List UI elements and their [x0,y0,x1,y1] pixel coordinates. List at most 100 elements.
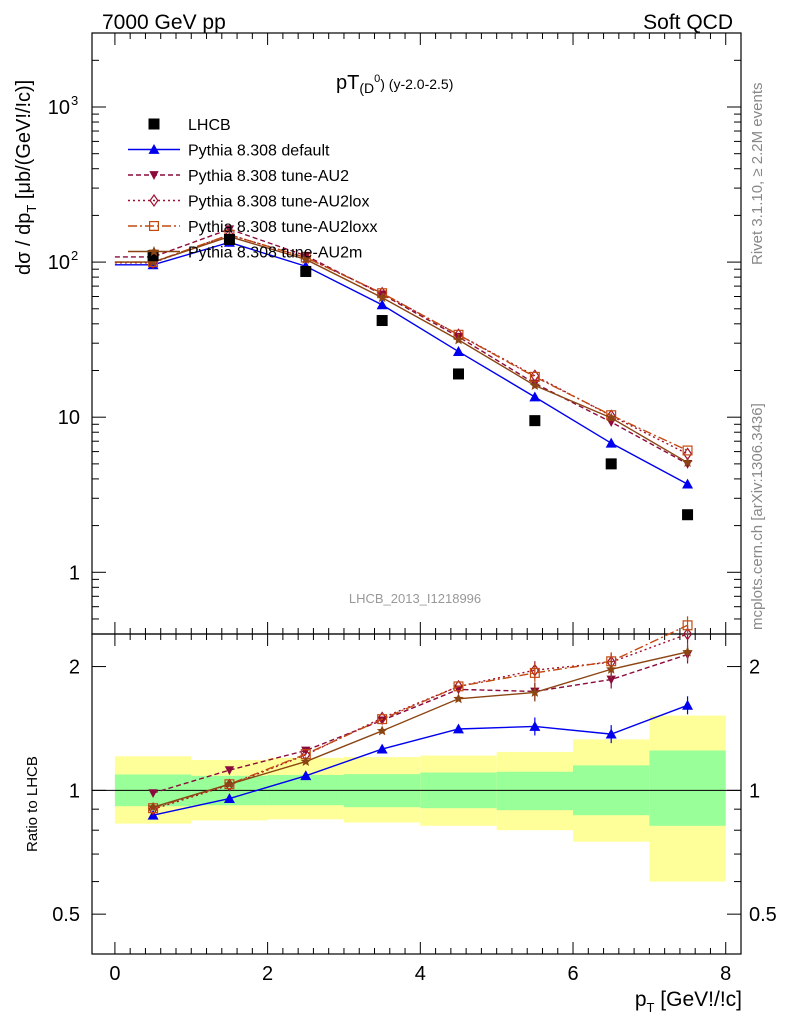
main-plot-series [114,225,694,521]
ratio-y-tick-label-left: 0.5 [52,904,80,926]
ratio-plot-series [147,616,694,820]
ratio-point-au2m [682,646,693,657]
ratio-point-au2 [224,766,235,776]
legend-marker-au2lox [149,193,159,208]
ratio-point-au2 [301,746,311,756]
point-au2m [453,334,464,345]
ratio-point-au2m [605,663,617,674]
point-au2m [300,253,312,264]
legend: LHCB Pythia 8.308 default Pythia 8.308 tun… [128,117,377,262]
legend-label-au2: Pythia 8.308 tune-AU2 [188,168,349,185]
plot-title: pT(D0) (y-2.0-2.5) [336,72,453,96]
plot-title-range: (y-2.0-2.5) [385,76,453,92]
legend-label-lhcb: LHCB [188,117,231,134]
main-y-label-sub: T [24,205,39,213]
x-axis-label: pT [GeV!/!c] [635,988,742,1015]
main-y-label-text: dσ / dp [13,213,35,275]
series-line-au2 [114,228,688,465]
ratio-point-au2m [300,756,312,767]
plot-title-close: ) [380,76,385,92]
ratio-point-au2m [529,686,541,697]
ratio-point-default [223,793,235,803]
main-y-tick-exponent: 3 [71,93,78,108]
plot-title-sup: 0 [374,73,380,85]
plot-title-main: pT [336,72,359,94]
ratio-point-au2lox [453,679,464,693]
point-au2m [376,292,388,303]
main-y-tick-label: 1 [69,562,80,584]
series-line-au2loxx [114,234,688,452]
point-lhcb [605,458,617,470]
point-lhcb [682,509,694,521]
series-line-default [114,241,688,485]
ratio-point-default [452,723,464,734]
point-lhcb [376,315,388,327]
point-au2m [682,457,693,467]
legend-label-au2loxx: Pythia 8.308 tune-AU2loxx [188,219,377,236]
main-y-axis-label: dσ / dpT [μb/(GeV!/!c)] [13,80,39,275]
ratio-line-default [152,704,688,816]
ratio-y-tick-label-right: 2 [749,657,760,679]
ratio-plot-frame [91,633,742,955]
main-y-tick-exponent: 2 [71,248,78,263]
ratio-point-default [300,770,312,781]
legend-label-au2lox: Pythia 8.308 tune-AU2lox [188,194,369,211]
main-y-tick-label: 10 [48,97,70,119]
point-au2m [605,412,617,423]
x-label-text: p [635,988,647,1011]
point-lhcb [452,368,464,380]
ratio-band-inner [496,771,574,811]
point-lhcb [300,265,312,277]
ratio-y-tick-label-left: 2 [69,657,80,679]
ratio-point-au2 [606,675,616,685]
main-y-tick-label: 10 [48,252,70,274]
ratio-point-au2m [376,725,388,736]
ratio-point-au2m [147,801,159,812]
ratio-point-au2loxx [529,667,540,678]
legend-marker-au2m [148,246,160,256]
x-tick-label: 2 [262,963,273,985]
source-label: mcplots.cern.ch [arXiv:1306.3436] [749,403,766,630]
ratio-point-au2loxx [453,681,464,692]
point-default [605,437,617,448]
x-tick-label: 8 [720,963,731,985]
ratio-point-au2m [224,778,235,789]
ratio-y-tick-label-right: 0.5 [749,904,777,926]
ratio-line-au2loxx [152,624,688,809]
ratio-y-tick-label-left: 1 [69,780,80,802]
main-y-label-unit: [μb/(GeV!/!c)] [13,80,35,205]
x-tick-label: 4 [415,963,426,985]
point-au2m [529,380,541,390]
point-default [529,391,541,402]
plot-title-sub: (D [359,80,374,96]
ratio-point-default [376,743,388,754]
point-default [376,299,388,310]
point-au2loxx [682,445,693,456]
ratio-point-au2 [377,716,387,726]
ratio-point-au2lox [682,627,693,641]
ratio-line-au2 [152,653,688,794]
ratio-y-tick-label-right: 1 [749,780,760,802]
point-default [682,478,694,489]
legend-marker-lhcb [148,118,160,130]
point-au2lox [301,250,311,265]
point-lhcb [223,233,235,245]
ratio-point-au2loxx [682,620,693,631]
header-process-label: Soft QCD [643,11,733,34]
ratio-line-au2m [152,651,688,808]
main-y-tick-label: 10 [58,407,80,429]
x-tick-label: 6 [567,963,578,985]
ratio-point-au2 [148,789,158,799]
ratio-band-inner [649,750,726,826]
ratio-point-au2m [453,693,464,704]
ratio-point-au2loxx [377,714,388,725]
legend-marker-au2loxx [149,221,160,232]
x-label-sub: T [647,1000,655,1015]
x-tick-label: 0 [109,963,120,985]
legend-label-au2m: Pythia 8.308 tune-AU2m [188,245,362,262]
series-line-au2lox [114,234,688,455]
ratio-y-axis-label: Ratio to LHCB [24,756,41,852]
ratio-point-default [682,699,694,710]
